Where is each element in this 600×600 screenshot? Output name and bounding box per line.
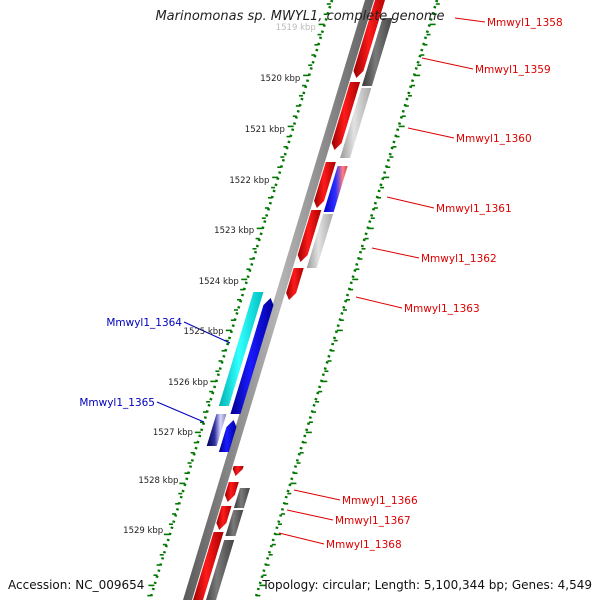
map-title: Marinomonas sp. MWYL1, complete genome [155, 9, 445, 24]
gene-label: Mmwyl1_1367 [335, 515, 411, 527]
label-leaders [156, 17, 486, 545]
features [192, 0, 393, 600]
gene-label: Mmwyl1_1365 [79, 397, 155, 409]
leader-line [407, 127, 455, 139]
leader-line [386, 196, 435, 209]
gene-1365-arrow [218, 420, 237, 452]
gene-label: Mmwyl1_1363 [404, 303, 480, 315]
ruler-label: 1525 kbp [184, 327, 224, 337]
leader-line [371, 247, 420, 259]
ruler-label: 1524 kbp [199, 277, 239, 287]
gene-label: Mmwyl1_1362 [421, 253, 497, 265]
gene-1368-block [192, 532, 224, 600]
gene-1360-block [331, 82, 361, 150]
backbone [183, 0, 374, 600]
gene-1364-block [218, 292, 264, 406]
outer-ring [253, 0, 439, 600]
ruler-label: 1522 kbp [229, 176, 269, 186]
gene-small-block [232, 466, 244, 476]
gene-label: Mmwyl1_1360 [456, 133, 532, 145]
gene-1363-block [286, 268, 304, 300]
leader-line [286, 509, 334, 521]
leader-line [293, 489, 341, 501]
ruler-label: 1521 kbp [245, 125, 285, 135]
genome-summary: Topology: circular; Length: 5,100,344 bp… [262, 578, 592, 592]
gene-label: Mmwyl1_1361 [436, 203, 512, 215]
gene-label: Mmwyl1_1368 [326, 539, 402, 551]
inner-ring [148, 0, 334, 600]
gene-label: Mmwyl1_1358 [487, 17, 563, 29]
leader-line [454, 17, 486, 23]
gene-1361-shadow [323, 166, 348, 212]
ruler-labels: 1519 kbp 1520 kbp 1521 kbp 1522 kbp 1523 kbp… [123, 23, 316, 536]
gene-label: Mmwyl1_1366 [342, 495, 418, 507]
gene-label: Mmwyl1_1364 [106, 317, 182, 329]
gene-1362-block [297, 210, 322, 262]
gene-1366-shadow [233, 488, 250, 508]
ruler-label: 1528 kbp [138, 476, 178, 486]
ruler-label: 1529 kbp [123, 526, 163, 536]
gene-1362-shadow [306, 214, 334, 268]
gene-1359-block [361, 18, 393, 86]
gene-1360-shadow [340, 88, 372, 158]
leader-line [278, 532, 325, 545]
gene-1365-block [206, 414, 227, 446]
gene-1361-block [314, 162, 336, 208]
ruler-label: 1523 kbp [214, 226, 254, 236]
accession-text: Accession: NC_009654 [8, 578, 145, 592]
gene-1364-arrow [230, 298, 274, 414]
leader-line [183, 321, 231, 344]
gene-1358-block [353, 0, 385, 78]
gene-1368-shadow [205, 540, 235, 600]
gene-1366-block [224, 482, 239, 502]
gene-1367-shadow [225, 510, 244, 536]
leader-line [421, 57, 474, 70]
ruler-label: 1520 kbp [260, 74, 300, 84]
gene-1367-block [216, 506, 232, 530]
ruler-label: 1527 kbp [153, 428, 193, 438]
ruler-ticks [147, 3, 440, 597]
ruler-label: 1519 kbp [276, 23, 316, 33]
gene-labels: Mmwyl1_1358 Mmwyl1_1359 Mmwyl1_1360 Mmwyl1_… [79, 17, 562, 551]
ruler-label: 1526 kbp [168, 378, 208, 388]
leader-line [156, 401, 205, 423]
gene-label: Mmwyl1_1359 [475, 64, 551, 76]
leader-line [355, 296, 403, 309]
